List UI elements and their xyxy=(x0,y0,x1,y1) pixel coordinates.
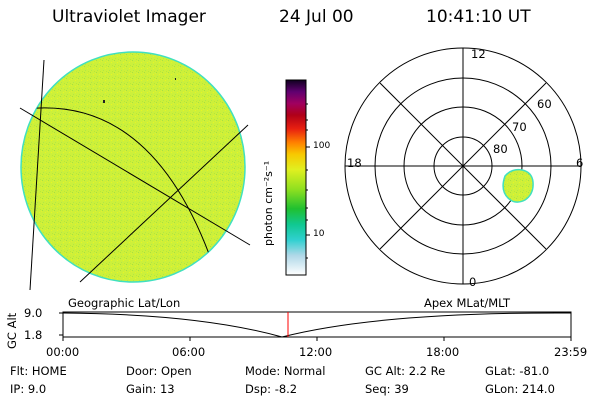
time-label: 10:41:10 UT xyxy=(426,7,531,27)
status-glon-label: GLon: xyxy=(485,382,519,396)
altitude-strip xyxy=(59,311,572,341)
strip-xtick-4: 23:59 xyxy=(554,345,588,359)
status-glon-value: 214.0 xyxy=(521,382,555,396)
status-gc-alt-label: GC Alt: xyxy=(365,364,406,378)
longitude-line-2 xyxy=(19,107,251,246)
status-ip-label: IP: xyxy=(10,382,25,396)
status-dsp-label: Dsp: xyxy=(245,382,272,396)
status-door-value: Open xyxy=(160,364,192,378)
geographic-image xyxy=(19,51,251,291)
longitude-line-1 xyxy=(29,59,45,291)
status-ip: IP: 9.0 xyxy=(10,382,46,396)
strip-xtick-1: 06:00 xyxy=(172,345,206,359)
latitude-arc xyxy=(21,107,213,263)
strip-ytick-top: 9.0 xyxy=(24,306,43,320)
status-mode-label: Mode: xyxy=(245,364,281,378)
colorbar-unit-label: photon cm⁻²s⁻¹ xyxy=(262,160,275,246)
status-ip-value: 9.0 xyxy=(27,382,47,396)
colorbar-tick-100: 100 xyxy=(313,141,331,151)
mlt-label-6: 6 xyxy=(576,156,584,170)
status-gc-alt: GC Alt: 2.2 Re xyxy=(365,364,445,378)
status-gc-alt-value: 2.2 Re xyxy=(408,364,446,378)
strip-right-label: Apex MLat/MLT xyxy=(424,296,511,310)
lat-label-80: 80 xyxy=(493,142,508,156)
mlt-label-12: 12 xyxy=(471,47,486,61)
window-title: Ultraviolet Imager xyxy=(52,7,206,27)
status-mode: Mode: Normal xyxy=(245,364,325,378)
colorbar xyxy=(285,79,310,276)
strip-ytick-bottom: 1.8 xyxy=(24,328,43,342)
status-seq-value: 39 xyxy=(394,382,409,396)
colorbar-tick-10: 10 xyxy=(313,229,325,239)
status-gain-label: Gain: xyxy=(126,382,157,396)
aurora-patch xyxy=(502,168,534,203)
longitude-line-3 xyxy=(79,124,249,283)
polar-plot xyxy=(344,47,582,285)
strip-left-label: Geographic Lat/Lon xyxy=(68,296,181,310)
status-flt-value: HOME xyxy=(31,364,67,378)
status-door: Door: Open xyxy=(126,364,192,378)
status-gain: Gain: 13 xyxy=(126,382,175,396)
lat-label-60: 60 xyxy=(537,97,552,111)
status-mode-value: Normal xyxy=(283,364,326,378)
status-glat-value: -81.0 xyxy=(519,364,550,378)
lat-label-70: 70 xyxy=(512,120,527,134)
status-dsp: Dsp: -8.2 xyxy=(245,382,297,396)
status-flt-label: Flt: xyxy=(10,364,29,378)
status-glat: GLat: -81.0 xyxy=(485,364,549,378)
status-seq-label: Seq: xyxy=(365,382,391,396)
status-glat-label: GLat: xyxy=(485,364,516,378)
status-glon: GLon: 214.0 xyxy=(485,382,555,396)
status-flt: Flt: HOME xyxy=(10,364,67,378)
status-seq: Seq: 39 xyxy=(365,382,409,396)
status-dsp-value: -8.2 xyxy=(274,382,298,396)
mlt-label-18: 18 xyxy=(347,156,362,170)
date-label: 24 Jul 00 xyxy=(279,7,354,27)
strip-xtick-3: 18:00 xyxy=(426,345,460,359)
strip-xtick-2: 12:00 xyxy=(299,345,333,359)
mlt-label-0: 0 xyxy=(469,275,477,289)
status-door-label: Door: xyxy=(126,364,158,378)
strip-xtick-0: 00:00 xyxy=(46,345,80,359)
strip-axis-label: GC Alt xyxy=(5,312,19,349)
status-gain-value: 13 xyxy=(159,382,175,396)
